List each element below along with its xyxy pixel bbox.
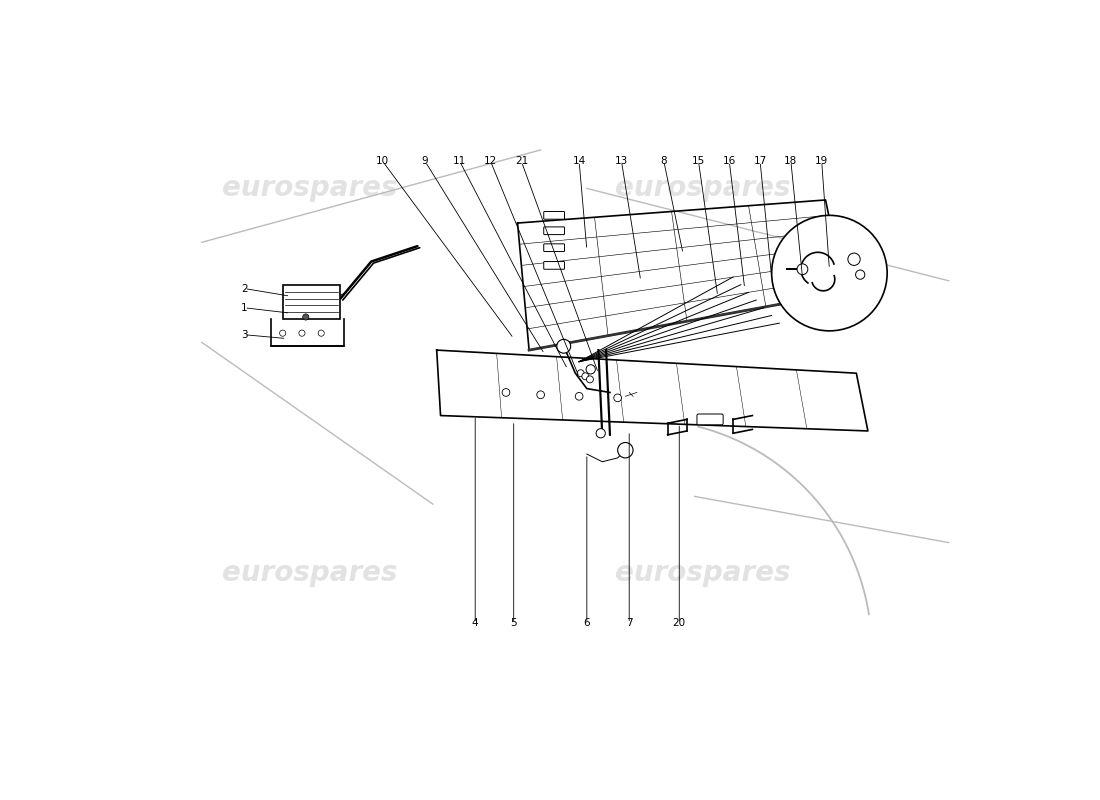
FancyBboxPatch shape: [543, 244, 564, 251]
Text: 10: 10: [376, 157, 389, 166]
Text: eurospares: eurospares: [615, 174, 790, 202]
Text: eurospares: eurospares: [222, 559, 397, 587]
Circle shape: [578, 370, 584, 377]
Text: 4: 4: [472, 618, 478, 629]
Text: 11: 11: [453, 157, 466, 166]
Circle shape: [582, 373, 588, 380]
FancyBboxPatch shape: [543, 262, 564, 270]
Text: 7: 7: [626, 618, 632, 629]
Circle shape: [798, 264, 807, 274]
Circle shape: [772, 215, 887, 331]
Text: 21: 21: [515, 157, 528, 166]
Circle shape: [586, 376, 593, 383]
Text: 3: 3: [241, 330, 248, 340]
FancyBboxPatch shape: [697, 414, 723, 425]
Circle shape: [302, 314, 309, 320]
Text: 18: 18: [784, 157, 798, 166]
Circle shape: [856, 270, 865, 279]
Circle shape: [848, 253, 860, 266]
Text: 19: 19: [815, 157, 828, 166]
FancyBboxPatch shape: [543, 211, 564, 219]
Text: eurospares: eurospares: [222, 174, 397, 202]
Text: 17: 17: [754, 157, 767, 166]
Text: 2: 2: [241, 283, 248, 294]
FancyBboxPatch shape: [543, 227, 564, 234]
Text: 1: 1: [241, 302, 248, 313]
Circle shape: [502, 389, 509, 396]
Text: 16: 16: [723, 157, 736, 166]
Text: 15: 15: [692, 157, 705, 166]
Circle shape: [299, 330, 305, 336]
Circle shape: [617, 442, 634, 458]
Text: 6: 6: [583, 618, 591, 629]
Text: 13: 13: [615, 157, 628, 166]
Circle shape: [575, 393, 583, 400]
Circle shape: [614, 394, 622, 402]
Circle shape: [279, 330, 286, 336]
Circle shape: [318, 330, 324, 336]
Text: eurospares: eurospares: [615, 559, 790, 587]
Circle shape: [537, 391, 544, 398]
Text: 8: 8: [660, 157, 668, 166]
Bar: [283, 285, 341, 319]
Text: 5: 5: [510, 618, 517, 629]
Circle shape: [586, 365, 595, 374]
Circle shape: [596, 429, 605, 438]
Text: 14: 14: [572, 157, 586, 166]
Text: 9: 9: [421, 157, 429, 166]
Text: 12: 12: [484, 157, 497, 166]
Text: 20: 20: [673, 618, 685, 629]
Circle shape: [557, 339, 571, 353]
